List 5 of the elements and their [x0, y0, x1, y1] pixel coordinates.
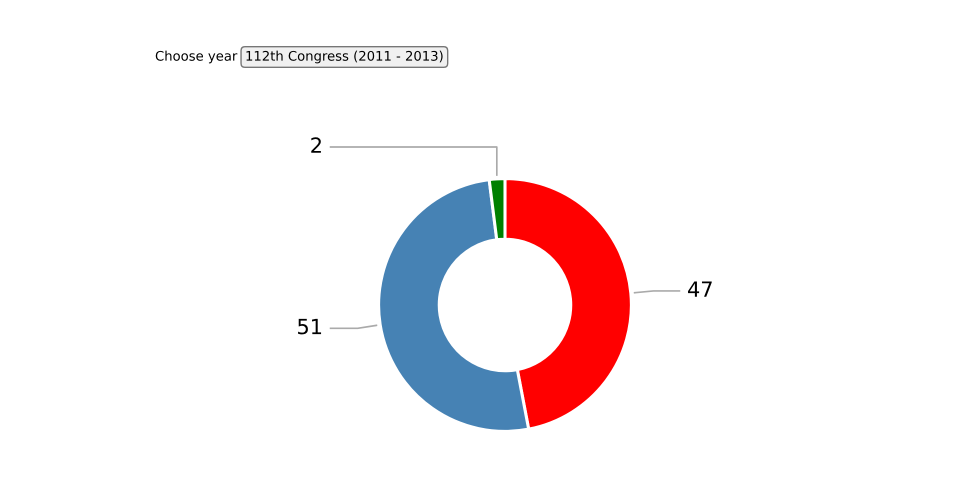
data-label: 2	[311, 137, 321, 153]
text: Choose year	[156, 50, 238, 64]
data-label: 47	[688, 282, 712, 297]
data-label: 51	[298, 318, 322, 334]
text: 112th Congress (2011 - 2013)	[246, 50, 443, 64]
